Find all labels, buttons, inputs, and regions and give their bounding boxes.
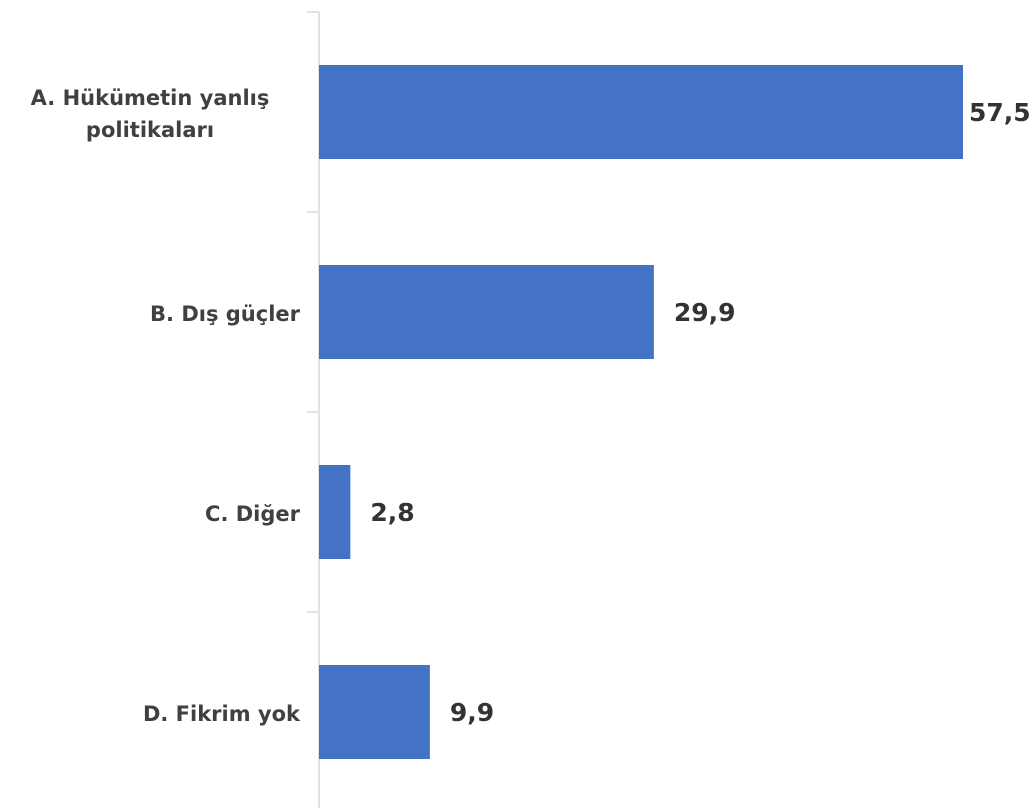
category-label-box: A. Hükümetin yanlış politikaları [0, 14, 300, 214]
value-label: 29,9 [674, 298, 736, 327]
category-label-box: C. Diğer [0, 414, 300, 614]
category-label: A. Hükümetin yanlış politikaları [30, 86, 270, 142]
value-label: 57,5 [969, 98, 1031, 127]
value-label: 2,8 [370, 498, 414, 527]
category-label: B. Dış güçler [150, 302, 300, 326]
value-label: 9,9 [450, 698, 494, 727]
bar [319, 465, 351, 559]
category-label: D. Fikrim yok [142, 702, 300, 726]
category-label: C. Diğer [205, 502, 300, 526]
bar [319, 65, 963, 159]
category-label-box: B. Dış güçler [0, 214, 300, 414]
category-label-box: D. Fikrim yok [0, 614, 300, 808]
bar [319, 665, 430, 759]
bar [319, 265, 654, 359]
